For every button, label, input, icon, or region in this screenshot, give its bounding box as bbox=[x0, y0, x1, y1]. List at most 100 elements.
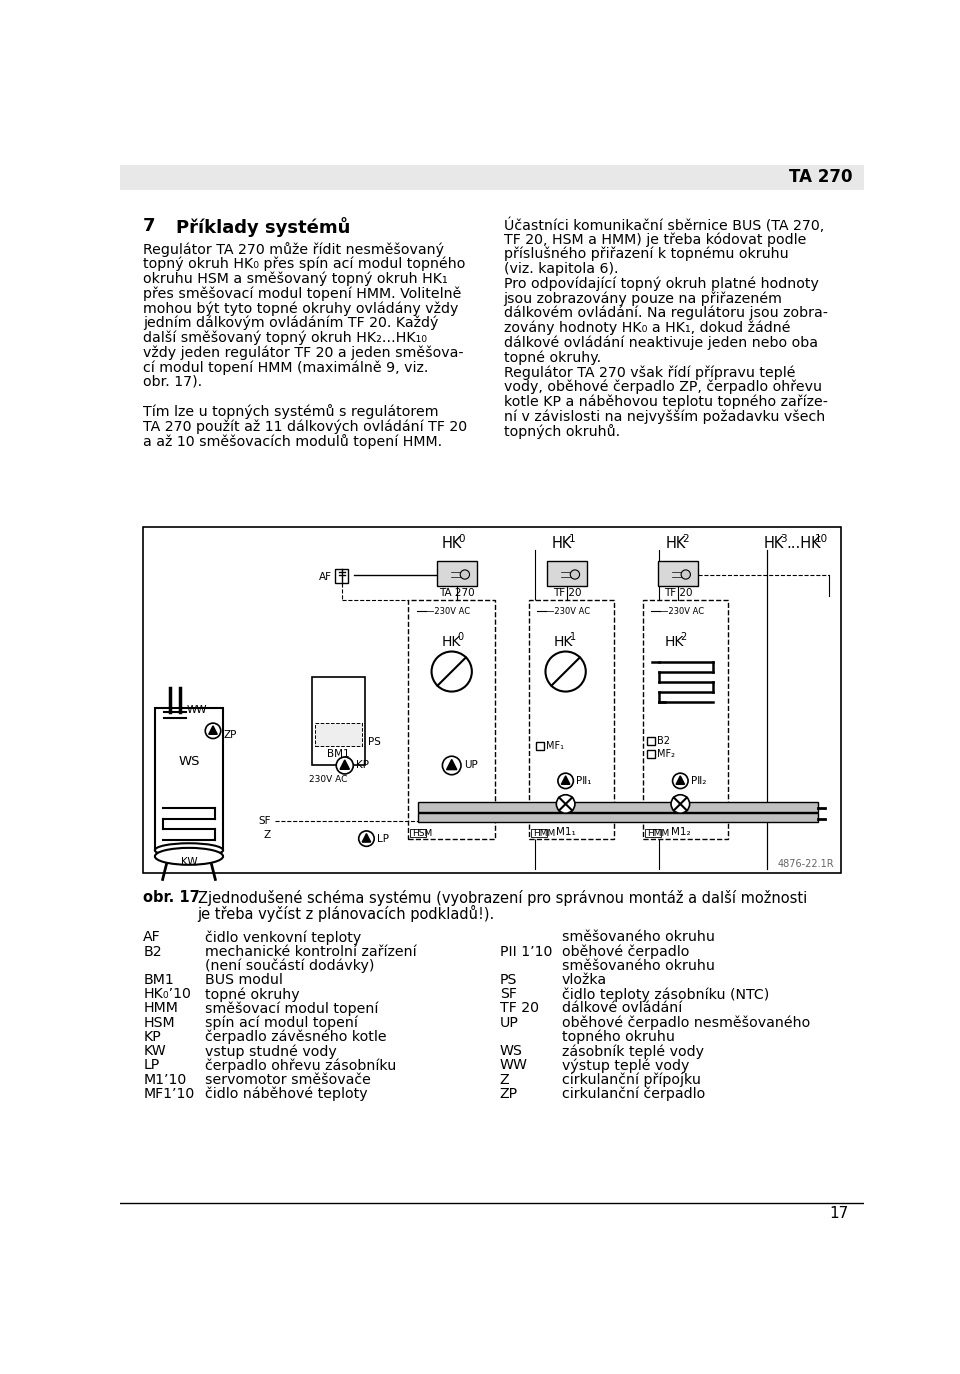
Bar bbox=[315, 723, 362, 746]
Text: jedním dálkovým ovládáním TF 20. Každý: jedním dálkovým ovládáním TF 20. Každý bbox=[143, 316, 439, 330]
Text: Tím lze u topných systémů s regulátorem: Tím lze u topných systémů s regulátorem bbox=[143, 404, 439, 419]
Text: SF: SF bbox=[500, 988, 516, 1002]
Text: HK: HK bbox=[665, 635, 684, 649]
Text: B2: B2 bbox=[657, 736, 670, 746]
Text: zovány hodnoty HK₀ a HK₁, dokud žádné: zovány hodnoty HK₀ a HK₁, dokud žádné bbox=[504, 320, 790, 335]
Text: BUS modul: BUS modul bbox=[205, 973, 283, 987]
Text: KW: KW bbox=[143, 1044, 166, 1058]
Text: (viz. kapitola 6).: (viz. kapitola 6). bbox=[504, 261, 618, 276]
Text: výstup teplé vody: výstup teplé vody bbox=[562, 1058, 689, 1073]
Text: TA 270: TA 270 bbox=[440, 588, 475, 598]
Text: TF 20, HSM a HMM) je třeba kódovat podle: TF 20, HSM a HMM) je třeba kódovat podle bbox=[504, 232, 806, 246]
Text: M1₁: M1₁ bbox=[556, 827, 575, 837]
Text: 17: 17 bbox=[829, 1206, 849, 1221]
Text: 10: 10 bbox=[814, 533, 828, 544]
Text: —230V AC: —230V AC bbox=[660, 607, 705, 616]
Text: PⅡ₁: PⅡ₁ bbox=[576, 776, 592, 786]
Text: B2: B2 bbox=[143, 944, 162, 959]
Text: TA 270: TA 270 bbox=[789, 168, 852, 187]
Text: topného okruhu: topného okruhu bbox=[562, 1030, 675, 1044]
Bar bbox=[547, 562, 588, 587]
Text: topné okruhy: topné okruhy bbox=[205, 988, 300, 1002]
Text: topných okruhů.: topných okruhů. bbox=[504, 425, 620, 440]
Text: WS: WS bbox=[500, 1044, 522, 1058]
Circle shape bbox=[336, 757, 353, 774]
Polygon shape bbox=[208, 725, 217, 734]
Text: HK: HK bbox=[552, 536, 572, 551]
Bar bbox=[335, 569, 348, 583]
Text: WW: WW bbox=[187, 705, 207, 714]
Bar bbox=[419, 813, 818, 823]
Text: MF₁: MF₁ bbox=[546, 741, 564, 752]
Text: a až 10 směšovacích modulů topení HMM.: a až 10 směšovacích modulů topení HMM. bbox=[143, 434, 443, 449]
Bar bbox=[658, 562, 698, 587]
Text: směšovaného okruhu: směšovaného okruhu bbox=[562, 959, 714, 973]
Bar bbox=[143, 526, 841, 874]
Text: MF1’10: MF1’10 bbox=[143, 1087, 195, 1101]
Text: TF 20: TF 20 bbox=[500, 1002, 539, 1015]
Bar bbox=[531, 830, 547, 837]
Ellipse shape bbox=[155, 844, 223, 857]
Text: TA 270 použít až 11 dálkových ovládání TF 20: TA 270 použít až 11 dálkových ovládání T… bbox=[143, 419, 468, 434]
Bar bbox=[647, 750, 655, 758]
Text: 7: 7 bbox=[143, 217, 156, 235]
Text: dálkové ovládání: dálkové ovládání bbox=[562, 1002, 682, 1015]
Text: UP: UP bbox=[464, 760, 478, 771]
Text: KP: KP bbox=[356, 760, 370, 771]
Text: AF: AF bbox=[320, 572, 332, 581]
Ellipse shape bbox=[155, 848, 223, 864]
Text: —230V AC: —230V AC bbox=[426, 607, 470, 616]
Bar bbox=[312, 677, 365, 765]
Text: cí modul topení HMM (maximálně 9, viz.: cí modul topení HMM (maximálně 9, viz. bbox=[143, 360, 428, 375]
Text: jsou zobrazovány pouze na přiřazeném: jsou zobrazovány pouze na přiřazeném bbox=[504, 291, 782, 305]
Text: HSM: HSM bbox=[143, 1015, 175, 1029]
Text: servomotor směšovače: servomotor směšovače bbox=[205, 1073, 372, 1087]
Text: 1: 1 bbox=[569, 632, 576, 642]
Bar bbox=[537, 742, 544, 750]
Text: čidlo teploty zásobníku (NTC): čidlo teploty zásobníku (NTC) bbox=[562, 988, 769, 1002]
Text: čidlo venkovní teploty: čidlo venkovní teploty bbox=[205, 930, 362, 945]
Circle shape bbox=[681, 570, 690, 578]
Text: PII 1’10: PII 1’10 bbox=[500, 944, 552, 959]
Bar bbox=[437, 562, 477, 587]
Text: WW: WW bbox=[500, 1058, 528, 1073]
Bar bbox=[643, 600, 729, 838]
Text: HK: HK bbox=[442, 635, 461, 649]
Text: SF: SF bbox=[258, 816, 271, 826]
Text: 0: 0 bbox=[457, 632, 464, 642]
Circle shape bbox=[671, 794, 689, 813]
Text: KP: KP bbox=[143, 1030, 161, 1044]
Text: je třeba vyčíst z plánovacích podkladů!).: je třeba vyčíst z plánovacích podkladů!)… bbox=[198, 905, 494, 922]
Circle shape bbox=[570, 570, 580, 578]
Text: (není součástí dodávky): (není součástí dodávky) bbox=[205, 959, 374, 973]
Text: přes směšovací modul topení HMM. Volitelně: přes směšovací modul topení HMM. Volitel… bbox=[143, 286, 462, 301]
Text: HK: HK bbox=[665, 536, 686, 551]
Text: Pro odpovídající topný okruh platné hodnoty: Pro odpovídající topný okruh platné hodn… bbox=[504, 276, 819, 291]
Text: PⅡ₂: PⅡ₂ bbox=[691, 776, 707, 786]
Text: ZP: ZP bbox=[500, 1087, 517, 1101]
Text: 3: 3 bbox=[780, 533, 787, 544]
Circle shape bbox=[673, 774, 688, 789]
Text: oběhové čerpadlo nesměšovaného: oběhové čerpadlo nesměšovaného bbox=[562, 1015, 810, 1030]
Text: HSM: HSM bbox=[412, 829, 432, 838]
Text: obr. 17: obr. 17 bbox=[143, 890, 200, 905]
Text: oběhové čerpadlo: oběhové čerpadlo bbox=[562, 944, 689, 959]
Text: mohou být tyto topné okruhy ovládány vždy: mohou být tyto topné okruhy ovládány vžd… bbox=[143, 301, 459, 316]
Circle shape bbox=[443, 756, 461, 775]
Text: ZP: ZP bbox=[224, 730, 237, 739]
Text: HMM: HMM bbox=[647, 829, 669, 838]
Text: HMM: HMM bbox=[143, 1002, 179, 1015]
Text: 230V AC: 230V AC bbox=[309, 775, 348, 783]
Text: Účastníci komunikační sběrnice BUS (TA 270,: Účastníci komunikační sběrnice BUS (TA 2… bbox=[504, 217, 824, 232]
Text: WS: WS bbox=[179, 756, 200, 768]
Text: ní v závislosti na nejvyšším požadavku všech: ní v závislosti na nejvyšším požadavku v… bbox=[504, 409, 825, 425]
Text: Regulátor TA 270 může řídit nesměšovaný: Regulátor TA 270 může řídit nesměšovaný bbox=[143, 242, 444, 257]
Text: PS: PS bbox=[368, 738, 381, 747]
Text: topný okruh HK₀ přes spín ací modul topného: topný okruh HK₀ přes spín ací modul topn… bbox=[143, 257, 466, 271]
Text: okruhu HSM a směšovaný topný okruh HK₁: okruhu HSM a směšovaný topný okruh HK₁ bbox=[143, 272, 448, 286]
Text: Příklady systémů: Příklady systémů bbox=[176, 217, 350, 238]
Text: cirkulanční čerpadlo: cirkulanční čerpadlo bbox=[562, 1087, 705, 1102]
Circle shape bbox=[557, 794, 575, 813]
Circle shape bbox=[359, 831, 374, 846]
Polygon shape bbox=[676, 776, 684, 785]
